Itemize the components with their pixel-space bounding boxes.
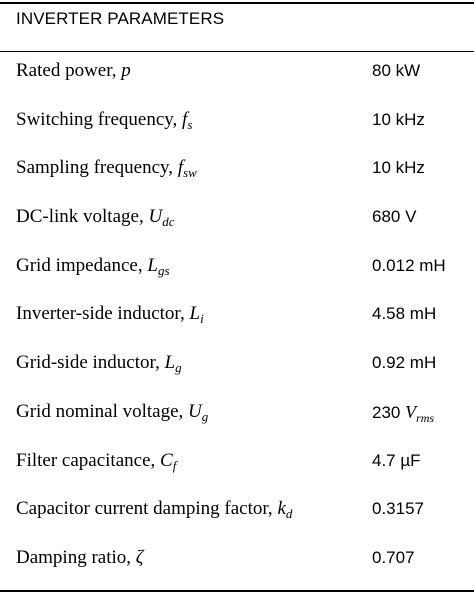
- table-row: Damping ratio, ζ 0.707: [0, 539, 474, 588]
- parameter-value: 4.58 mH: [372, 304, 437, 324]
- table-body: Rated power, p 80 kW Switching frequency…: [0, 52, 474, 588]
- parameter-name: DC-link voltage, Udc: [16, 206, 175, 230]
- table-row: Grid impedance, Lgs 0.012 mH: [0, 247, 474, 296]
- parameter-name: Damping ratio, ζ: [16, 546, 144, 568]
- parameter-name: Inverter-side inductor, Li: [16, 303, 204, 327]
- table-bottom-rule: [0, 590, 474, 592]
- parameter-value: 80 kW: [372, 61, 421, 80]
- table-row: Filter capacitance, Cf 4.7 µF: [0, 442, 474, 491]
- table-top-rule: [0, 2, 474, 4]
- parameter-value: 680 V: [372, 207, 417, 227]
- table-header: INVERTER PARAMETERS: [16, 9, 225, 28]
- parameter-value: 4.7 µF: [372, 450, 421, 470]
- parameter-name: Capacitor current damping factor, kd: [16, 498, 293, 522]
- parameter-value: 230 Vrms: [372, 401, 435, 425]
- table-row: Capacitor current damping factor, kd 0.3…: [0, 490, 474, 539]
- parameter-value: 10 kHz: [372, 109, 425, 129]
- parameter-value: 0.012 mH: [372, 255, 446, 275]
- parameter-value: 0.3157: [372, 499, 424, 519]
- table-row: Rated power, p 80 kW: [0, 52, 474, 101]
- parameter-name: Grid-side inductor, Lg: [16, 352, 182, 376]
- table-row: Grid-side inductor, Lg 0.92 mH: [0, 344, 474, 393]
- parameter-name: Filter capacitance, Cf: [16, 449, 177, 473]
- table-row: Inverter-side inductor, Li 4.58 mH: [0, 295, 474, 344]
- parameter-name: Grid impedance, Lgs: [16, 254, 170, 278]
- table-row: Switching frequency, fs 10 kHz: [0, 101, 474, 150]
- parameter-value: 0.92 mH: [372, 353, 437, 373]
- table-row: Sampling frequency, fsw 10 kHz: [0, 149, 474, 198]
- parameter-name: Grid nominal voltage, Ug: [16, 400, 209, 424]
- parameter-value: 10 kHz: [372, 158, 425, 178]
- parameter-name: Sampling frequency, fsw: [16, 157, 197, 181]
- parameter-value: 0.707: [372, 547, 415, 567]
- header-separator-rule: [0, 51, 474, 52]
- parameter-name: Rated power, p: [16, 60, 131, 81]
- parameter-name: Switching frequency, fs: [16, 108, 193, 132]
- table-row: DC-link voltage, Udc 680 V: [0, 198, 474, 247]
- table-row: Grid nominal voltage, Ug 230 Vrms: [0, 393, 474, 442]
